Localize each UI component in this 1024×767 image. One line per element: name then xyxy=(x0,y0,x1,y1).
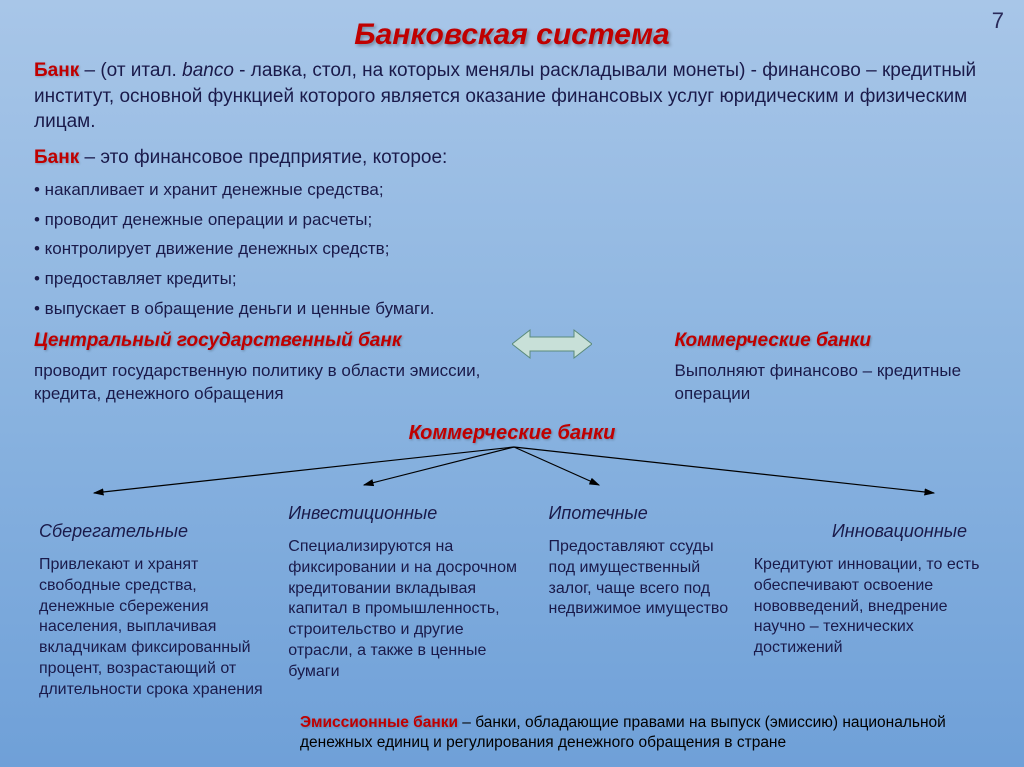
commercial-bank-col: Коммерческие банки Выполняют финансово –… xyxy=(675,328,990,406)
def2-text: – это финансовое предприятие, которое: xyxy=(79,147,447,168)
type-text: Предоставляют ссуды под имущественный за… xyxy=(549,537,736,620)
type-col-innovation: Инновационные Кредитуют инновации, то ес… xyxy=(754,501,985,701)
double-arrow-icon xyxy=(512,328,592,360)
type-col-savings: Сберегательные Привлекают и хранят свобо… xyxy=(39,501,270,701)
central-bank-heading: Центральный государственный банк xyxy=(34,328,550,354)
emission-note: Эмиссионные банки – банки, обладающие пр… xyxy=(300,713,990,753)
central-bank-col: Центральный государственный банк проводи… xyxy=(34,328,550,406)
type-text: Специализируются на фиксировании и на до… xyxy=(288,537,530,683)
bullet-item: • контролирует движение денежных средств… xyxy=(34,238,990,261)
type-col-investment: Инвестиционные Специализируются на фикси… xyxy=(288,501,530,701)
page-title: Банковская система xyxy=(0,0,1024,52)
type-col-mortgage: Ипотечные Предоставляют ссуды под имущес… xyxy=(549,501,736,701)
emission-term: Эмиссионные банки xyxy=(300,714,458,731)
type-heading: Инвестиционные xyxy=(288,501,530,525)
commercial-bank-heading: Коммерческие банки xyxy=(675,328,990,354)
def2-term: Банк xyxy=(34,147,79,168)
definition-1: Банк – (от итал. banco - лавка, стол, на… xyxy=(34,58,990,135)
bullet-item: • предоставляет кредиты; xyxy=(34,268,990,291)
commercial-sub-title: Коммерческие банки xyxy=(34,420,990,447)
bullet-item: • накапливает и хранит денежные средства… xyxy=(34,179,990,202)
type-heading: Ипотечные xyxy=(549,501,736,525)
def1-term: Банк xyxy=(34,60,79,81)
type-heading: Сберегательные xyxy=(39,519,270,543)
def1-italic: banco xyxy=(182,60,234,81)
type-heading: Инновационные xyxy=(754,519,985,543)
bullet-list: • накапливает и хранит денежные средства… xyxy=(34,179,990,322)
definition-2: Банк – это финансовое предприятие, котор… xyxy=(34,145,990,171)
page-number: 7 xyxy=(992,8,1004,34)
commercial-bank-text: Выполняют финансово – кредитные операции xyxy=(675,360,990,406)
def1-text-a: – (от итал. xyxy=(79,60,182,81)
bank-types-row: Центральный государственный банк проводи… xyxy=(34,328,990,406)
bank-types-grid: Сберегательные Привлекают и хранят свобо… xyxy=(34,501,990,701)
bullet-item: • проводит денежные операции и расчеты; xyxy=(34,209,990,232)
type-text: Привлекают и хранят свободные средства, … xyxy=(39,555,270,701)
branch-diagram xyxy=(34,445,994,501)
type-text: Кредитуют инновации, то есть обеспечиваю… xyxy=(754,555,985,659)
bullet-item: • выпускает в обращение деньги и ценные … xyxy=(34,298,990,321)
central-bank-text: проводит государственную политику в обла… xyxy=(34,360,550,406)
